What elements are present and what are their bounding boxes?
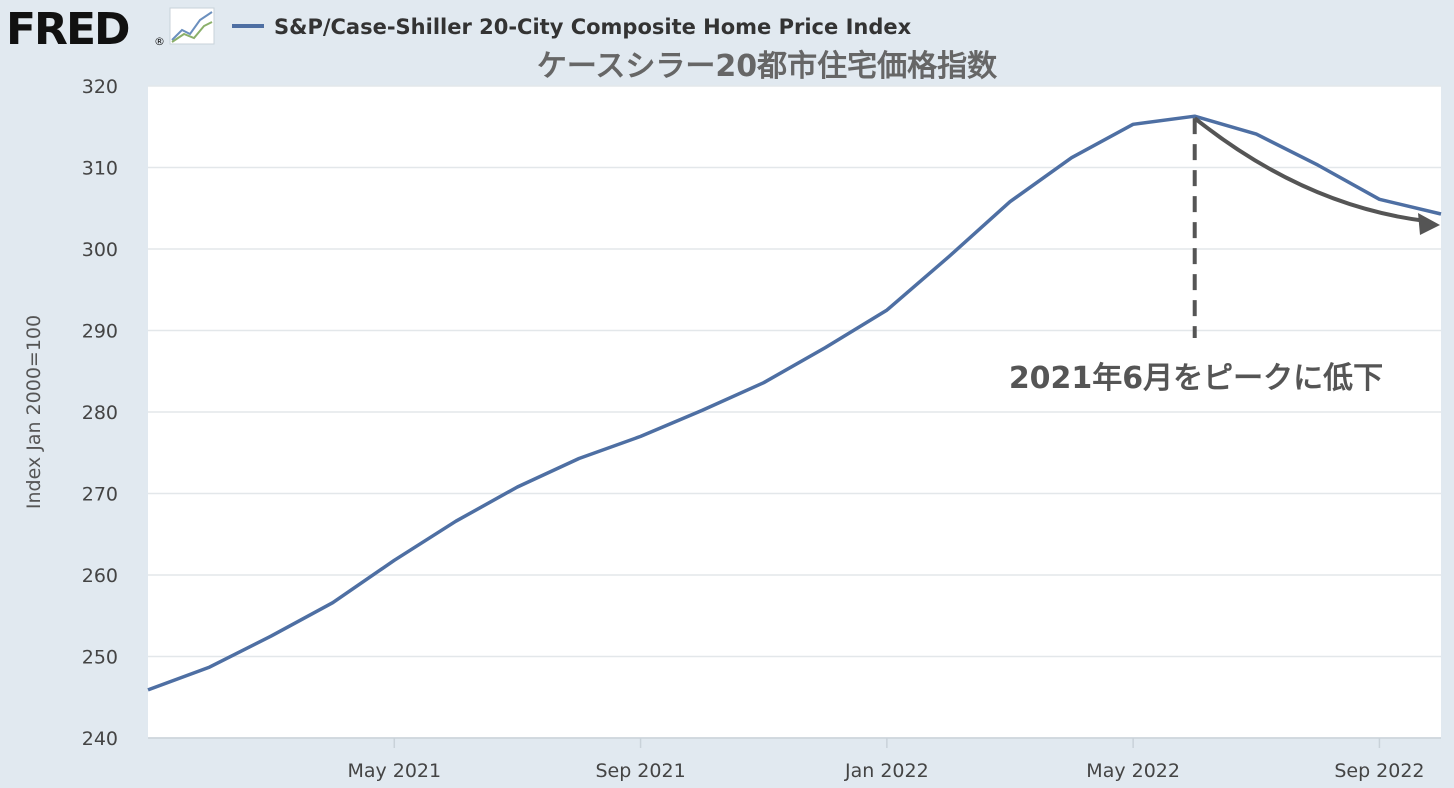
- y-tick-label: 300: [82, 239, 118, 261]
- decline-arrow: [1193, 116, 1427, 223]
- annotation: 2021年6月をピークに低下: [1009, 116, 1440, 396]
- fred-logo-trademark: ®: [154, 35, 165, 48]
- decline-arrowhead: [1418, 213, 1440, 235]
- fred-logo-text: FRED: [6, 4, 129, 55]
- y-tick-label: 270: [82, 484, 118, 506]
- y-tick-label: 320: [82, 76, 118, 98]
- annotation-text: 2021年6月をピークに低下: [1009, 361, 1383, 396]
- y-tick-label: 240: [82, 728, 118, 750]
- y-tick-label: 310: [82, 158, 118, 180]
- x-tick-label: Sep 2022: [1334, 760, 1424, 782]
- fred-logo[interactable]: FRED ®: [6, 4, 215, 55]
- y-tick-label: 290: [82, 321, 118, 343]
- legend-label: S&P/Case-Shiller 20-City Composite Home …: [274, 15, 912, 39]
- x-tick-label: Jan 2022: [844, 760, 929, 782]
- y-tick-label: 250: [82, 647, 118, 669]
- grid-lines: [148, 85, 1441, 739]
- series-line: [147, 114, 1442, 692]
- y-axis-label: Index Jan 2000=100: [23, 315, 45, 509]
- y-tick-label: 280: [82, 402, 118, 424]
- x-axis-ticks: May 2021 Sep 2021 Jan 2022 May 2022 Sep 2022: [347, 738, 1425, 782]
- x-tick-label: Sep 2021: [595, 760, 685, 782]
- legend[interactable]: S&P/Case-Shiller 20-City Composite Home …: [232, 15, 912, 39]
- y-tick-label: 260: [82, 565, 118, 587]
- chart-title: ケースシラー20都市住宅価格指数: [537, 49, 998, 84]
- x-tick-label: May 2022: [1086, 760, 1180, 782]
- series-layer: [147, 114, 1442, 692]
- y-axis-ticks: 240 250 260 270 280 290 300 310 320: [82, 76, 118, 750]
- x-tick-label: May 2021: [347, 760, 441, 782]
- line-chart-icon: [169, 7, 215, 45]
